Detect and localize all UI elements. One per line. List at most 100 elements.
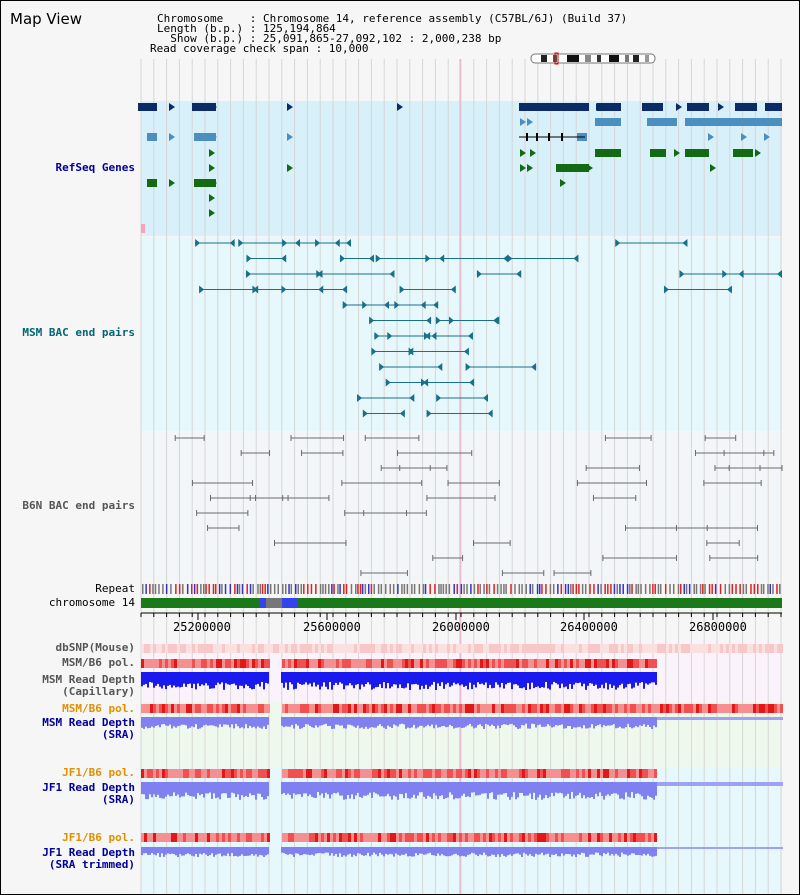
- read-depth-bar: [569, 672, 571, 684]
- read-depth-bar: [757, 717, 759, 720]
- polymorphism-cell: [633, 833, 636, 842]
- read-depth-bar: [189, 782, 191, 796]
- polymorphism-cell: [411, 769, 414, 778]
- repeat-element: [552, 584, 555, 594]
- read-depth-bar: [453, 847, 455, 855]
- msm-bac-end-marker: [679, 270, 685, 278]
- read-depth-bar: [745, 847, 747, 849]
- read-depth-bar: [643, 847, 645, 854]
- polymorphism-cell: [297, 704, 300, 713]
- read-depth-bar: [157, 782, 159, 795]
- gene-block: [735, 103, 757, 111]
- gene-block: [595, 118, 621, 126]
- read-depth-bar: [679, 782, 681, 786]
- read-depth-bar: [453, 717, 455, 729]
- read-depth-bar: [551, 672, 553, 685]
- read-depth-bar: [491, 782, 493, 793]
- read-depth-bar: [647, 717, 649, 725]
- read-depth-bar: [493, 782, 495, 800]
- read-depth-bar: [287, 782, 289, 794]
- polymorphism-cell: [531, 833, 534, 842]
- polymorphism-cell: [621, 833, 624, 842]
- read-depth-bar: [431, 717, 433, 725]
- read-depth-bar: [175, 717, 177, 728]
- read-depth-bar: [239, 847, 241, 856]
- read-depth-bar: [671, 717, 673, 720]
- polymorphism-cell: [486, 659, 489, 668]
- read-depth-bar: [377, 782, 379, 795]
- polymorphism-cell: [171, 704, 174, 713]
- read-depth-bar: [407, 782, 409, 799]
- read-depth-bar: [385, 672, 387, 689]
- polymorphism-cell: [330, 659, 333, 668]
- read-depth-bar: [579, 672, 581, 683]
- read-depth-bar: [683, 847, 685, 849]
- read-depth-bar: [251, 717, 253, 728]
- jf1-read-depth-trimmed-label: JF1 Read Depth: [42, 846, 135, 859]
- read-depth-bar: [217, 717, 219, 728]
- read-depth-bar: [341, 847, 343, 857]
- read-depth-bar: [243, 672, 245, 689]
- read-depth-bar: [585, 782, 587, 799]
- read-depth-bar: [413, 717, 415, 725]
- read-depth-bar: [595, 672, 597, 685]
- polymorphism-cell: [249, 833, 252, 842]
- read-depth-bar: [255, 847, 257, 855]
- read-depth-bar: [639, 672, 641, 683]
- read-depth-bar: [473, 717, 475, 729]
- polymorphism-cell: [393, 644, 396, 653]
- read-depth-bar: [165, 672, 167, 690]
- polymorphism-cell: [147, 833, 150, 842]
- read-depth-bar: [547, 672, 549, 689]
- read-depth-bar: [397, 782, 399, 800]
- polymorphism-cell: [438, 704, 441, 713]
- gene-direction-arrow: [708, 133, 714, 141]
- read-depth-bar: [417, 717, 419, 728]
- repeat-element: [711, 584, 713, 594]
- read-depth-bar: [465, 847, 467, 857]
- polymorphism-cell: [483, 644, 486, 653]
- polymorphism-cell: [399, 704, 402, 713]
- repeat-element: [406, 584, 409, 594]
- read-depth-bar: [641, 672, 643, 683]
- polymorphism-cell: [336, 769, 339, 778]
- polymorphism-cell: [699, 644, 702, 653]
- polymorphism-cell: [444, 833, 447, 842]
- read-depth-bar: [193, 847, 195, 857]
- read-depth-bar: [363, 672, 365, 687]
- repeat-element: [613, 584, 616, 594]
- polymorphism-cell: [441, 769, 444, 778]
- read-depth-bar: [667, 847, 669, 849]
- polymorphism-cell: [261, 833, 264, 842]
- read-depth-bar: [181, 717, 183, 725]
- polymorphism-cell: [147, 704, 150, 713]
- polymorphism-cell: [441, 704, 444, 713]
- read-depth-bar: [421, 782, 423, 793]
- polymorphism-cell: [489, 659, 492, 668]
- read-depth-bar: [187, 847, 189, 854]
- read-depth-bar: [539, 847, 541, 855]
- read-depth-bar: [287, 717, 289, 727]
- repeat-element: [545, 584, 547, 594]
- polymorphism-cell: [294, 704, 297, 713]
- read-depth-bar: [445, 782, 447, 799]
- read-depth-bar: [581, 782, 583, 799]
- polymorphism-cell: [204, 769, 207, 778]
- read-depth-bar: [395, 782, 397, 797]
- repeat-element: [635, 584, 637, 594]
- read-depth-bar: [501, 672, 503, 683]
- polymorphism-cell: [648, 704, 651, 713]
- read-depth-bar: [291, 672, 293, 685]
- polymorphism-cell: [465, 704, 468, 713]
- read-depth-bar: [297, 782, 299, 795]
- msm-bac-end-marker: [246, 254, 252, 263]
- polymorphism-cell: [432, 644, 435, 653]
- polymorphism-cell: [183, 659, 186, 668]
- polymorphism-cell: [264, 769, 267, 778]
- repeat-element: [549, 584, 552, 594]
- polymorphism-cell: [588, 644, 591, 653]
- read-depth-bar: [423, 782, 425, 797]
- read-depth-bar: [367, 717, 369, 729]
- read-depth-bar: [609, 847, 611, 856]
- read-depth-bar: [327, 847, 329, 853]
